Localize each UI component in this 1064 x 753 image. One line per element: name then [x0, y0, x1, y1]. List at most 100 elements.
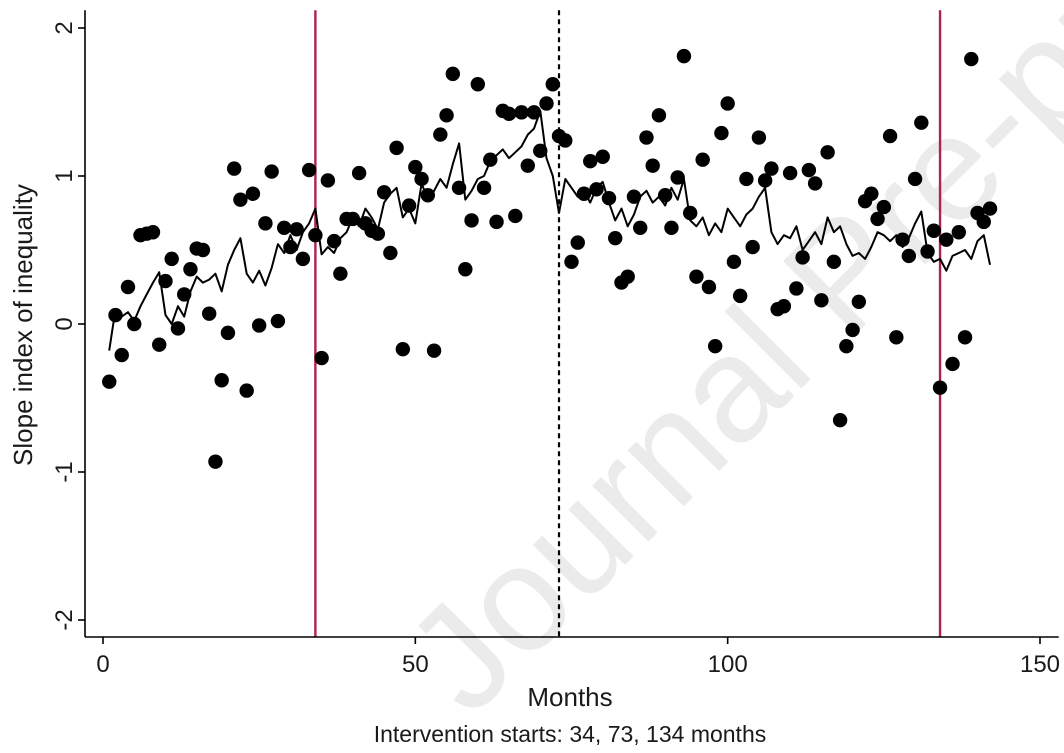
data-point: [239, 383, 254, 398]
data-point: [583, 154, 598, 169]
data-point: [408, 159, 423, 175]
data-point: [208, 454, 223, 469]
data-point: [439, 108, 454, 123]
data-point: [545, 77, 560, 92]
data-point: [720, 96, 735, 111]
data-point: [251, 318, 267, 333]
data-point: [633, 220, 648, 235]
data-point: [426, 343, 442, 358]
data-point: [158, 273, 173, 289]
data-point: [177, 287, 192, 302]
data-point: [701, 279, 717, 295]
data-point: [639, 130, 654, 145]
data-point: [445, 66, 461, 82]
data-point: [801, 162, 817, 178]
data-point: [451, 180, 467, 196]
data-point: [102, 374, 117, 389]
x-tick-label: 0: [96, 651, 109, 678]
data-point: [945, 356, 960, 372]
data-point: [820, 145, 835, 160]
data-point: [870, 211, 885, 227]
fitted-line: [108, 109, 991, 351]
data-point: [326, 233, 342, 249]
data-point: [745, 239, 760, 255]
data-point: [757, 173, 773, 188]
data-point: [483, 152, 498, 167]
data-point: [233, 192, 248, 207]
data-point: [226, 161, 242, 176]
data-point: [470, 77, 485, 92]
data-point: [289, 222, 304, 237]
data-point: [682, 205, 698, 221]
data-point: [458, 262, 473, 277]
data-point: [308, 228, 323, 243]
data-point: [564, 254, 579, 270]
data-point: [751, 130, 767, 145]
data-point: [608, 230, 623, 246]
data-point: [276, 220, 292, 235]
data-point: [620, 269, 635, 284]
data-point: [670, 170, 685, 185]
data-point: [651, 108, 667, 123]
watermark: Journal Pre-proof: [374, 0, 1064, 743]
y-axis-title: Slope index of inequality: [8, 184, 38, 466]
data-point: [245, 186, 261, 201]
data-point: [826, 254, 842, 270]
data-point: [932, 380, 948, 395]
data-point: [676, 48, 692, 64]
data-point: [114, 347, 129, 363]
data-point: [301, 162, 317, 178]
data-point: [201, 306, 217, 321]
data-point: [626, 189, 642, 204]
data-point: [283, 239, 298, 255]
y-tick-label: 2: [51, 21, 78, 34]
data-point: [414, 171, 429, 187]
data-point: [645, 158, 660, 173]
data-point: [333, 266, 348, 281]
data-point: [814, 293, 829, 308]
data-point: [807, 176, 823, 191]
data-point: [401, 198, 417, 213]
data-point: [789, 281, 804, 296]
x-axis-title: Months: [527, 682, 612, 712]
data-point: [476, 180, 492, 196]
data-point: [658, 188, 673, 203]
data-point: [489, 214, 504, 230]
data-point: [864, 186, 879, 201]
data-point: [914, 115, 929, 130]
data-point: [108, 307, 123, 323]
data-point: [127, 316, 142, 332]
data-point: [939, 232, 954, 247]
data-point: [383, 245, 398, 261]
data-point: [601, 191, 617, 206]
data-point: [464, 213, 479, 228]
data-point: [220, 325, 236, 341]
y-tick-label: -1: [51, 461, 78, 482]
data-point: [907, 171, 923, 187]
data-point: [695, 152, 710, 167]
data-point: [776, 299, 792, 314]
data-point: [152, 337, 167, 352]
data-point: [420, 188, 436, 203]
data-point: [926, 223, 942, 238]
data-point: [589, 182, 604, 197]
data-point: [526, 105, 542, 120]
data-point: [714, 125, 729, 141]
data-point: [764, 161, 779, 176]
data-point: [570, 235, 585, 250]
data-point: [370, 226, 386, 241]
data-point: [707, 339, 723, 354]
data-point: [351, 165, 367, 181]
data-point: [264, 164, 279, 179]
y-tick-label: 0: [51, 317, 78, 330]
data-point: [320, 173, 336, 188]
data-point: [795, 250, 810, 265]
data-point: [845, 322, 860, 338]
data-point: [514, 105, 529, 120]
data-point: [964, 51, 979, 67]
data-point: [376, 185, 392, 200]
data-point: [782, 165, 798, 181]
data-point: [876, 199, 892, 215]
data-point: [195, 242, 211, 258]
data-point: [120, 279, 136, 295]
